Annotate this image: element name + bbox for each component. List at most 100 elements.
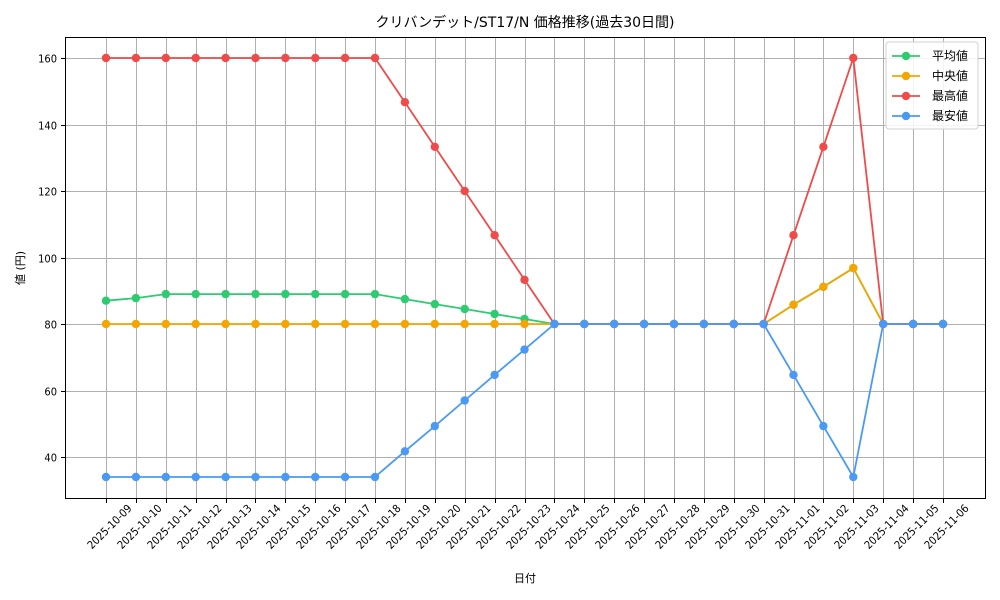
- data-point: [430, 319, 439, 329]
- data-point: [490, 319, 499, 329]
- data-point: [819, 421, 828, 431]
- data-point: [131, 53, 141, 63]
- data-point: [430, 142, 439, 151]
- data-point: [400, 294, 410, 304]
- data-point: [131, 293, 141, 303]
- series-line: [101, 319, 948, 482]
- data-point: [610, 319, 619, 329]
- data-point: [161, 289, 170, 299]
- data-point: [131, 319, 141, 329]
- data-point: [819, 142, 828, 151]
- data-point: [191, 319, 200, 329]
- data-point: [221, 53, 230, 63]
- data-point: [908, 319, 918, 329]
- data-point: [729, 319, 738, 329]
- data-point: [639, 319, 649, 329]
- data-point: [340, 289, 350, 299]
- legend-marker-icon: [901, 91, 911, 101]
- data-point: [311, 319, 320, 329]
- data-point: [580, 319, 589, 329]
- data-point: [281, 472, 290, 482]
- data-point: [340, 472, 350, 482]
- y-tick-label: 140: [38, 120, 57, 133]
- data-point: [460, 186, 469, 196]
- data-point: [251, 289, 260, 299]
- legend-marker-icon: [901, 51, 911, 61]
- legend-label: 最高値: [932, 88, 968, 103]
- data-point: [251, 53, 260, 63]
- data-series: [101, 53, 948, 482]
- data-point: [550, 319, 559, 329]
- data-point: [789, 370, 798, 380]
- series-line: [101, 263, 948, 329]
- data-point: [101, 472, 111, 482]
- data-point: [400, 319, 410, 329]
- x-axis-label: 日付: [514, 572, 536, 585]
- data-point: [191, 472, 200, 482]
- data-point: [221, 319, 230, 329]
- data-point: [938, 319, 948, 329]
- data-point: [849, 53, 858, 63]
- data-point: [370, 289, 380, 299]
- y-axis-label: 値 (円): [14, 251, 27, 285]
- data-point: [311, 53, 320, 63]
- data-point: [819, 282, 828, 291]
- data-point: [191, 53, 200, 63]
- y-tick-label: 80: [44, 319, 57, 332]
- data-point: [221, 472, 230, 482]
- data-point: [311, 289, 320, 299]
- data-point: [161, 319, 170, 329]
- chart-title: クリバンデット/ST17/N 価格推移(過去30日間): [375, 14, 674, 31]
- y-tick-label: 40: [44, 452, 57, 465]
- y-axis-ticks: 40 60 80 100 120 140 160: [38, 53, 65, 465]
- data-point: [490, 309, 499, 319]
- legend-item: 最安値: [892, 108, 968, 123]
- y-tick-label: 120: [38, 186, 57, 199]
- y-tick-label: 160: [38, 53, 57, 66]
- data-point: [311, 472, 320, 482]
- legend-item: 平均値: [892, 48, 968, 63]
- data-point: [101, 319, 111, 329]
- data-point: [191, 289, 200, 299]
- data-point: [849, 263, 858, 273]
- data-point: [759, 319, 768, 329]
- data-point: [460, 396, 469, 405]
- data-point: [340, 319, 350, 329]
- data-point: [520, 319, 529, 329]
- data-point: [520, 345, 529, 354]
- data-point: [370, 53, 380, 63]
- data-point: [251, 319, 260, 329]
- data-point: [849, 472, 858, 482]
- legend-item: 最高値: [892, 88, 968, 103]
- legend-label: 中央値: [932, 68, 968, 83]
- data-point: [101, 53, 111, 63]
- data-point: [430, 299, 439, 309]
- data-point: [340, 53, 350, 63]
- data-point: [669, 319, 679, 329]
- data-point: [161, 472, 170, 482]
- data-point: [460, 304, 469, 314]
- legend-marker-icon: [901, 111, 911, 121]
- data-point: [430, 421, 439, 431]
- legend-label: 最安値: [932, 108, 968, 123]
- y-tick-label: 60: [44, 386, 57, 399]
- data-point: [131, 472, 141, 482]
- data-point: [101, 296, 111, 305]
- legend-box: [885, 41, 979, 130]
- data-point: [370, 472, 380, 482]
- data-point: [281, 319, 290, 329]
- legend-item: 中央値: [892, 68, 968, 83]
- data-point: [460, 319, 469, 329]
- data-point: [699, 319, 709, 329]
- data-point: [161, 53, 170, 63]
- legend-label: 平均値: [932, 48, 968, 63]
- data-point: [370, 319, 380, 329]
- x-axis-ticks: 2025-10-092025-10-102025-10-112025-10-12…: [85, 498, 972, 552]
- grid-lines: [66, 38, 985, 498]
- data-point: [490, 231, 499, 240]
- data-point: [490, 370, 499, 380]
- data-point: [879, 319, 888, 329]
- legend-marker-icon: [901, 71, 911, 81]
